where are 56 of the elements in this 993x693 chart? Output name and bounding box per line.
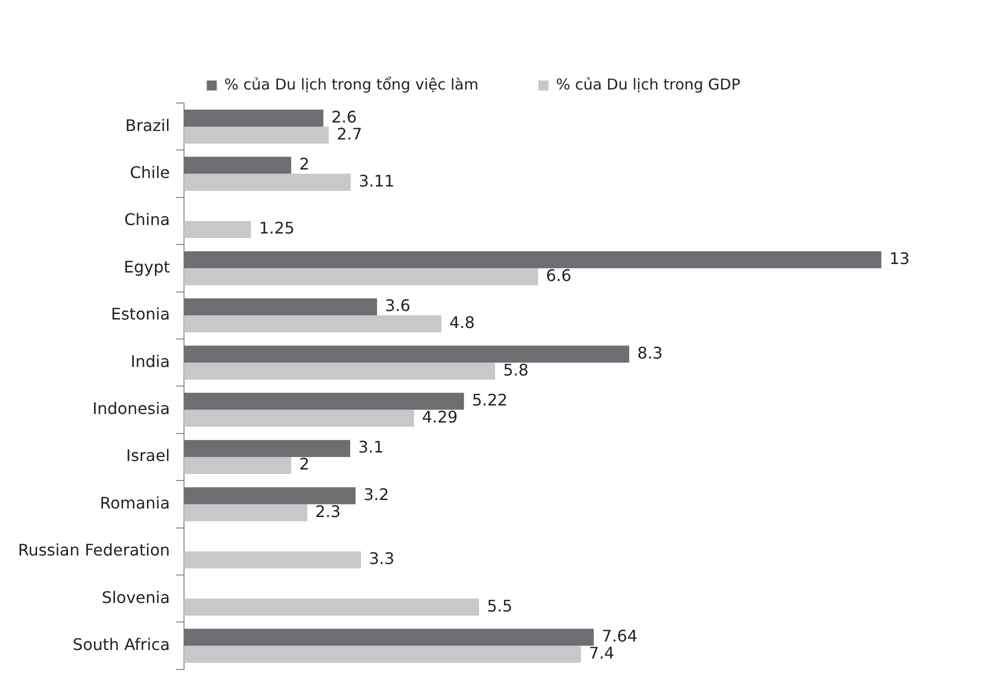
bar (184, 487, 356, 504)
data-label: 3.1 (358, 438, 384, 457)
data-label: 5.8 (503, 360, 529, 380)
bar (184, 268, 538, 286)
y-tick-label: Brazil (125, 116, 170, 135)
y-tick-label: India (130, 352, 170, 371)
data-label: 3.3 (368, 549, 394, 568)
y-tick-label: Indonesia (92, 398, 170, 418)
bar (184, 392, 464, 410)
bar (184, 346, 630, 363)
y-tick-label: Israel (126, 446, 170, 466)
y-tick-label: South Africa (72, 634, 170, 654)
y-tick-label: Egypt (124, 257, 170, 276)
data-label: 2 (299, 154, 310, 174)
bar (184, 457, 292, 474)
data-label: 3.2 (364, 484, 390, 504)
data-label: 13 (889, 248, 910, 268)
bar (184, 221, 251, 238)
data-label: 3.6 (385, 296, 410, 316)
bar (184, 504, 308, 522)
data-label: 4.8 (449, 313, 475, 332)
data-label: 7.4 (588, 643, 614, 662)
bar (184, 410, 414, 427)
data-label: 7.64 (602, 626, 638, 646)
bar (184, 298, 378, 316)
legend-label: % của Du lịch trong tổng việc làm (224, 75, 478, 94)
bar (184, 315, 442, 332)
data-label: 5.22 (472, 390, 508, 410)
bar (184, 551, 361, 568)
y-tick-label: Chile (130, 162, 170, 182)
bar (184, 628, 594, 646)
data-label: 5.5 (486, 596, 512, 616)
y-tick-label: China (124, 210, 170, 230)
data-label: 4.29 (422, 407, 458, 426)
bar (184, 110, 324, 127)
y-tick-label: Estonia (110, 304, 170, 324)
data-label: 2 (299, 454, 310, 474)
y-tick-label: Romania (100, 493, 170, 512)
bar (184, 362, 496, 380)
data-label: 8.3 (637, 343, 663, 362)
bar (184, 598, 479, 616)
data-label: 6.6 (546, 266, 572, 285)
data-label: 2.3 (315, 502, 341, 521)
data-label: 2.7 (336, 124, 362, 144)
y-tick-label: Slovenia (102, 588, 170, 607)
bar (184, 440, 350, 457)
data-label: 2.6 (331, 107, 357, 126)
y-tick-label: Russian Federation (18, 540, 170, 560)
bar (184, 156, 292, 174)
data-label: 1.25 (258, 218, 295, 238)
data-label: 3.11 (358, 171, 394, 190)
bar (184, 251, 882, 268)
legend-label: % của Du lịch trong GDP (556, 75, 740, 94)
bar (184, 174, 351, 191)
bar (184, 646, 581, 663)
bar (184, 126, 329, 144)
